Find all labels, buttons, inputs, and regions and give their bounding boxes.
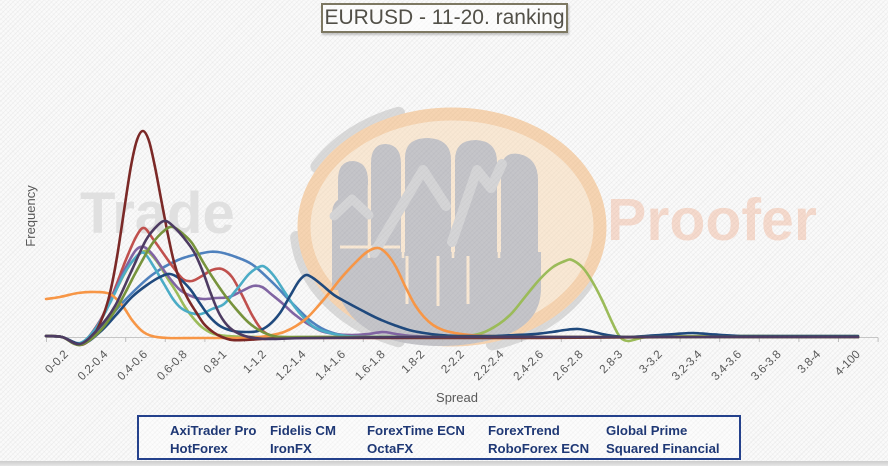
svg-text:2.2-2.4: 2.2-2.4 (471, 347, 507, 383)
svg-text:3.6-3.8: 3.6-3.8 (748, 347, 784, 383)
svg-text:1.4-1.6: 1.4-1.6 (312, 347, 348, 383)
svg-text:1.6-1.8: 1.6-1.8 (352, 347, 388, 383)
svg-text:0.2-0.4: 0.2-0.4 (75, 347, 111, 383)
svg-text:Frequency: Frequency (23, 185, 38, 247)
svg-text:Spread: Spread (436, 390, 478, 405)
svg-text:1.8-2: 1.8-2 (398, 347, 427, 376)
svg-text:3.8-4: 3.8-4 (794, 347, 823, 376)
svg-text:0.6-0.8: 0.6-0.8 (154, 347, 190, 383)
svg-text:2.8-3: 2.8-3 (596, 347, 625, 376)
svg-text:3-3.2: 3-3.2 (636, 347, 665, 376)
svg-text:2.6-2.8: 2.6-2.8 (550, 347, 586, 383)
svg-text:1.2-1.4: 1.2-1.4 (273, 347, 309, 383)
svg-text:2.4-2.6: 2.4-2.6 (510, 347, 546, 383)
svg-text:4-100: 4-100 (832, 347, 864, 379)
svg-text:3.2-3.4: 3.2-3.4 (669, 347, 705, 383)
svg-text:0-0.2: 0-0.2 (42, 347, 71, 376)
svg-text:3.4-3.6: 3.4-3.6 (708, 347, 744, 383)
svg-text:1-1.2: 1-1.2 (240, 347, 269, 376)
svg-text:2-2.2: 2-2.2 (438, 347, 467, 376)
svg-text:0.8-1: 0.8-1 (200, 347, 229, 376)
svg-text:0.4-0.6: 0.4-0.6 (114, 347, 150, 383)
